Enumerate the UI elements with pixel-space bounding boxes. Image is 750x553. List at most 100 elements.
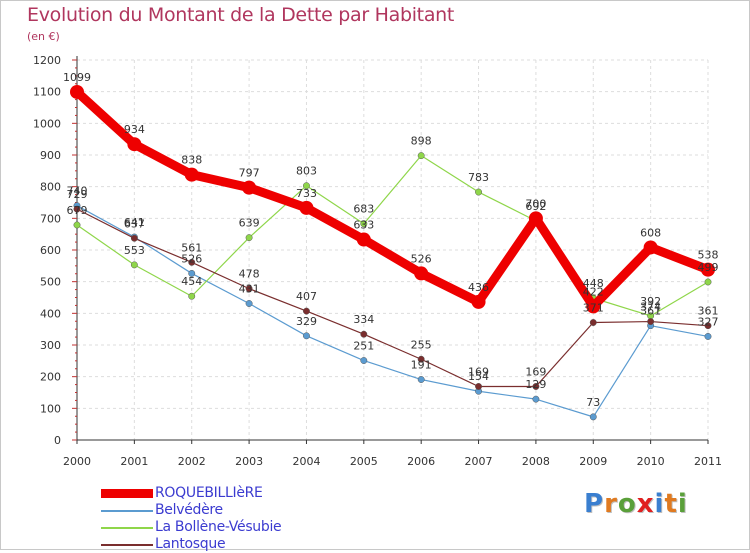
data-label-3: 561: [181, 241, 202, 254]
data-label-1: 154: [468, 370, 489, 383]
legend-label: La Bollène-Vésubie: [155, 519, 282, 535]
data-label-3: 374: [640, 301, 661, 314]
legend-swatch: [101, 543, 153, 546]
data-point-2: [245, 234, 253, 242]
legend-label: Belvédère: [155, 502, 223, 518]
logo-letter: o: [617, 489, 637, 519]
data-label-0: 422: [583, 285, 604, 298]
data-label-3: 637: [124, 217, 145, 230]
x-tick-label: 2003: [235, 455, 263, 468]
data-label-1: 361: [640, 305, 661, 318]
data-label-2: 553: [124, 244, 145, 257]
data-point-3: [417, 355, 425, 363]
data-label-3: 169: [468, 365, 489, 378]
data-label-2: 692: [525, 200, 546, 213]
x-tick-label: 2001: [120, 455, 148, 468]
y-tick-label: 100: [40, 402, 61, 415]
data-point-3: [130, 234, 138, 242]
x-tick-label: 2006: [407, 455, 435, 468]
legend-swatch: [101, 489, 153, 498]
legend-label: ROQUEBILLIèRE: [155, 485, 263, 501]
data-point-3: [589, 319, 597, 326]
data-label-1: 327: [698, 315, 719, 328]
logo-letter: i: [654, 489, 665, 519]
series-line-1: [76, 205, 709, 418]
data-label-2: 454: [181, 275, 202, 288]
data-label-2: 448: [583, 277, 604, 290]
data-point-0: [299, 200, 314, 215]
data-point-0: [471, 294, 486, 309]
data-point-2: [704, 278, 712, 286]
data-point-3: [475, 383, 482, 390]
data-point-1: [188, 269, 196, 277]
x-tick-label: 2004: [292, 455, 320, 468]
data-point-1: [532, 395, 540, 403]
data-label-1: 526: [181, 252, 202, 265]
y-tick-label: 400: [40, 307, 61, 320]
data-label-3: 255: [411, 338, 432, 351]
data-point-1: [245, 300, 253, 307]
data-point-2: [360, 220, 368, 228]
data-point-3: [188, 258, 196, 266]
x-tick-label: 2008: [522, 455, 550, 468]
data-label-1: 251: [353, 340, 374, 353]
x-tick-label: 2009: [579, 455, 607, 468]
data-label-0: 1099: [63, 71, 91, 84]
logo-letter: x: [636, 489, 655, 519]
data-point-3: [704, 322, 712, 330]
data-point-0: [643, 240, 658, 255]
data-label-0: 838: [181, 154, 202, 167]
data-point-0: [701, 262, 715, 277]
data-label-3: 407: [296, 290, 317, 303]
y-tick-label: 200: [40, 371, 61, 384]
data-label-0: 700: [525, 197, 546, 210]
data-label-2: 392: [640, 295, 661, 308]
data-point-0: [184, 167, 199, 182]
legend-label: Lantosque: [155, 536, 226, 552]
data-point-2: [303, 182, 310, 190]
y-tick-label: 1100: [33, 86, 61, 99]
data-point-3: [245, 285, 253, 293]
logo-letter: r: [604, 489, 618, 519]
data-point-2: [73, 221, 81, 229]
legend-swatch: [101, 526, 153, 529]
data-label-2: 639: [239, 217, 260, 230]
data-point-0: [586, 299, 601, 314]
x-tick-label: 2007: [465, 455, 493, 468]
data-label-1: 329: [296, 315, 317, 328]
data-point-2: [475, 188, 482, 196]
data-label-2: 803: [296, 165, 317, 178]
data-label-2: 683: [353, 203, 374, 216]
data-label-2: 898: [411, 135, 432, 148]
y-tick-label: 1200: [33, 54, 61, 67]
y-tick-label: 900: [40, 149, 61, 162]
data-label-3: 361: [698, 305, 719, 318]
data-label-0: 633: [353, 219, 374, 232]
data-label-1: 129: [525, 378, 546, 391]
legend-swatch: [101, 509, 153, 512]
y-tick-label: 700: [40, 212, 61, 225]
logo-letter: P: [584, 489, 605, 519]
x-tick-label: 2011: [694, 455, 722, 468]
data-point-0: [414, 266, 429, 281]
x-tick-label: 2010: [637, 455, 665, 468]
x-tick-label: 2002: [178, 455, 206, 468]
data-label-3: 169: [525, 365, 546, 378]
data-point-3: [647, 318, 655, 326]
data-point-3: [532, 383, 540, 390]
y-tick-label: 600: [40, 244, 61, 257]
logo-letter: i: [677, 489, 688, 519]
data-label-1: 191: [411, 359, 432, 372]
data-label-2: 499: [698, 261, 719, 274]
y-tick-label: 0: [54, 434, 61, 447]
series-line-3: [76, 208, 709, 388]
y-tick-label: 1000: [33, 117, 61, 130]
data-label-1: 73: [586, 396, 600, 409]
data-point-2: [188, 292, 196, 300]
data-label-0: 538: [698, 249, 719, 262]
data-point-3: [360, 330, 368, 338]
data-point-1: [704, 333, 712, 340]
data-label-0: 436: [468, 281, 489, 294]
